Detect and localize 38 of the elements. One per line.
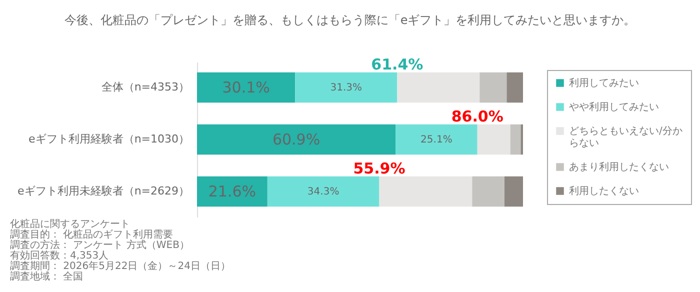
text: 調査地域： 全国 xyxy=(10,270,84,282)
bar xyxy=(379,176,472,207)
y-tick-label: 全体（n=4353） xyxy=(101,80,190,94)
data-label: 30.1% xyxy=(222,78,270,96)
text: 調査目的： 化粧品のギフト利用需要 xyxy=(10,228,174,240)
bar xyxy=(397,72,480,103)
data-label: 25.1% xyxy=(420,134,452,146)
bar xyxy=(504,176,523,207)
legend-label: あまり利用したくない xyxy=(569,161,669,173)
y-tick-label: eギフト利用経験者（n=1030） xyxy=(28,132,190,146)
text: 調査期間： 2026年5月22日（金）～24日（日） xyxy=(10,260,230,272)
bar xyxy=(197,176,268,207)
data-label: 34.3% xyxy=(307,186,340,198)
legend-label: 利用してみたい xyxy=(569,77,639,89)
bar xyxy=(506,72,523,103)
annotation: 55.9% xyxy=(353,160,406,178)
data-label: 31.3% xyxy=(330,82,362,94)
legend-label: どちらともいえない/分からない xyxy=(569,125,682,149)
chart-title: 今後、化粧品の「プレゼント」を贈る、もしくはもらう際に「eギフト」を利用してみたいと思いますか。 xyxy=(64,13,636,27)
bar xyxy=(477,124,510,155)
data-label: 21.6% xyxy=(208,182,256,201)
bar xyxy=(480,72,507,103)
bar xyxy=(396,124,478,155)
bar xyxy=(197,72,296,103)
annotation: 86.0% xyxy=(451,108,504,126)
bar xyxy=(472,176,504,207)
bar xyxy=(197,124,396,155)
annotation: 61.4% xyxy=(371,55,424,74)
bar xyxy=(267,176,380,207)
y-tick-label: eギフト利用未経験者（n=2629） xyxy=(18,184,190,198)
bar xyxy=(510,124,521,155)
data-label: 60.9% xyxy=(272,130,320,148)
legend-label: やや利用してみたい xyxy=(569,101,659,113)
bar xyxy=(295,72,398,103)
legend-label: 利用したくない xyxy=(569,185,639,197)
text: 化粧品に関するアンケート xyxy=(10,218,130,230)
text: 有効回答数：4,353人 xyxy=(10,250,109,262)
text: 調査の方法： アンケート 方式（WEB） xyxy=(10,239,190,251)
